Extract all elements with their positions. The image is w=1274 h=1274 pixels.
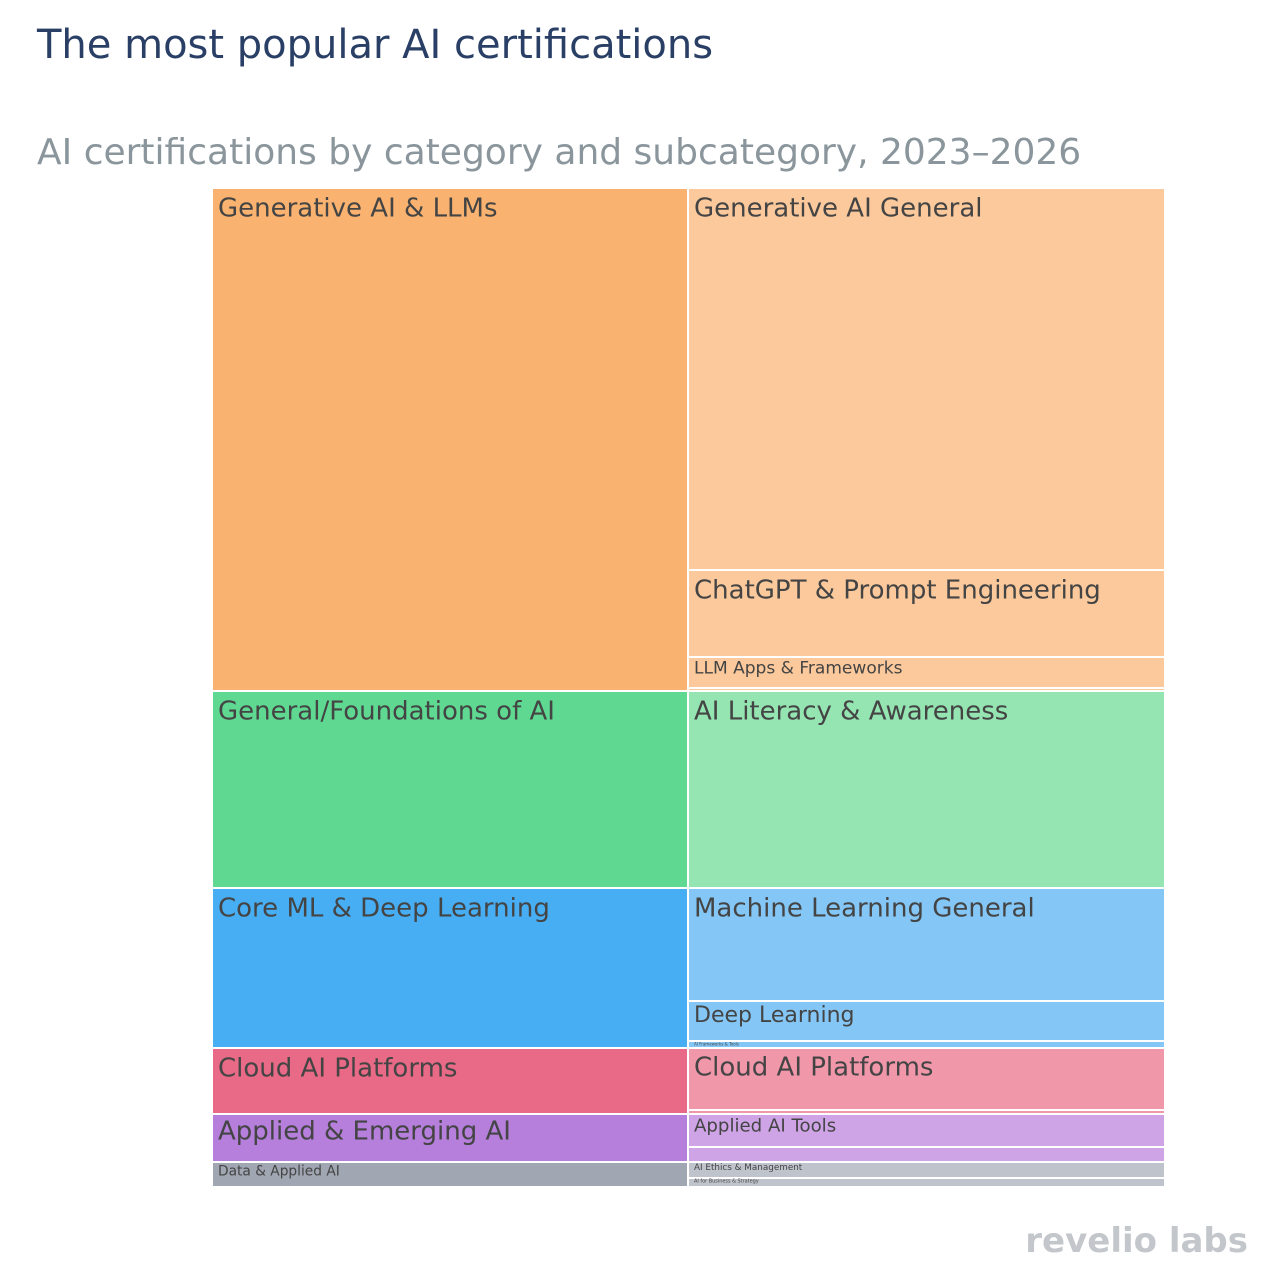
tile-label: Generative AI & LLMs	[218, 193, 498, 223]
tile-label: Applied & Emerging AI	[218, 1117, 511, 1147]
tile-label: Deep Learning	[694, 1003, 854, 1028]
category-tile	[211, 1047, 689, 1115]
tile-label: General/Foundations of AI	[218, 696, 555, 726]
subcategory-tile	[687, 1000, 1166, 1042]
tile-label: LLM Apps & Frameworks	[694, 659, 903, 679]
category-tile	[211, 887, 689, 1049]
tile-label: Machine Learning General	[694, 893, 1035, 923]
tile-label: AI Ethics & Management	[694, 1163, 803, 1173]
chart-title: The most popular AI certifications	[36, 22, 713, 68]
subcategory-tile	[687, 887, 1166, 1002]
category-tile	[211, 187, 689, 692]
category-tile	[211, 1161, 689, 1188]
subcategory-tile	[687, 1040, 1166, 1049]
subcategory-tile	[687, 1177, 1166, 1188]
subcategory-tile	[687, 569, 1166, 658]
tile-label: AI Literacy & Awareness	[694, 696, 1008, 726]
logo: revelio labs	[1025, 1221, 1248, 1261]
subcategory-tile	[687, 1113, 1166, 1148]
chart-subtitle: AI certifications by category and subcat…	[37, 132, 1081, 173]
tile-label: Core ML & Deep Learning	[218, 893, 550, 923]
tile-label: AI Frameworks & Tools	[694, 1041, 739, 1046]
tile-label: Cloud AI Platforms	[218, 1053, 457, 1083]
tile-label: AI for Business & Strategy	[694, 1179, 759, 1185]
tile-label: Data & Applied AI	[218, 1163, 340, 1179]
subcategory-tile	[687, 1047, 1166, 1111]
subcategory-tile	[687, 1146, 1166, 1163]
tile-label: Cloud AI Platforms	[694, 1053, 933, 1083]
subcategory-tile	[687, 187, 1166, 571]
tile-label: Generative AI General	[694, 193, 983, 223]
tile-label: ChatGPT & Prompt Engineering	[694, 575, 1101, 605]
tile-label: Applied AI Tools	[694, 1116, 836, 1137]
subcategory-tile	[687, 690, 1166, 889]
